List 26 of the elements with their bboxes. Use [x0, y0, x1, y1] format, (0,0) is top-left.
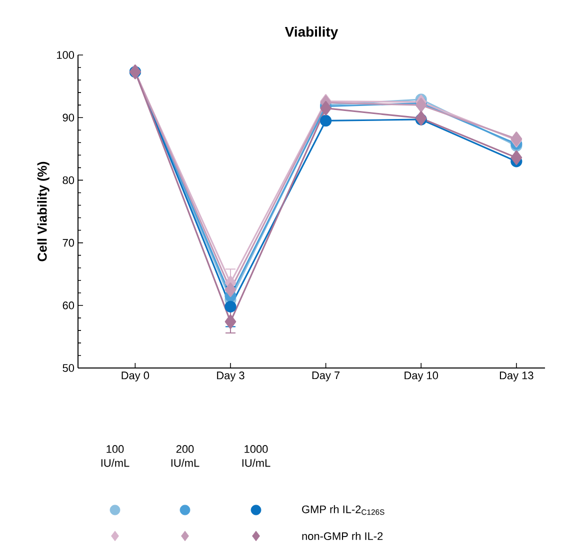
point — [224, 300, 236, 312]
y-tick-label: 60 — [62, 302, 74, 310]
x-tick-label: Day 0 — [122, 372, 150, 382]
y-tick-label: 50 — [62, 364, 74, 372]
point — [415, 110, 427, 126]
text: GMP rh IL-2$_{C126S}$ — [302, 505, 384, 515]
chart-title: Viability — [284, 26, 338, 40]
text: 100 IU/mL — [101, 445, 130, 467]
text: 1000 IU/mL — [242, 445, 270, 467]
y-tick-label: 100 — [57, 51, 74, 59]
x-tick-label: Day 10 — [404, 372, 438, 382]
point — [224, 282, 236, 298]
y-tick-label: 80 — [62, 176, 74, 184]
text: 200 IU/mL — [171, 445, 200, 467]
y-tick-label: 70 — [62, 238, 74, 247]
point — [320, 114, 332, 127]
x-tick-label: Day 7 — [312, 372, 340, 382]
x-tick-label: Day 13 — [500, 372, 534, 382]
text: non-GMP rh IL-2 — [302, 532, 383, 540]
point — [415, 98, 427, 112]
point — [510, 150, 522, 165]
point — [320, 100, 332, 116]
y-tick-label: 90 — [62, 114, 74, 122]
y-axis-title: Cell Viability (%) — [37, 162, 50, 262]
point — [224, 314, 236, 329]
x-tick-label: Day 3 — [217, 372, 244, 382]
